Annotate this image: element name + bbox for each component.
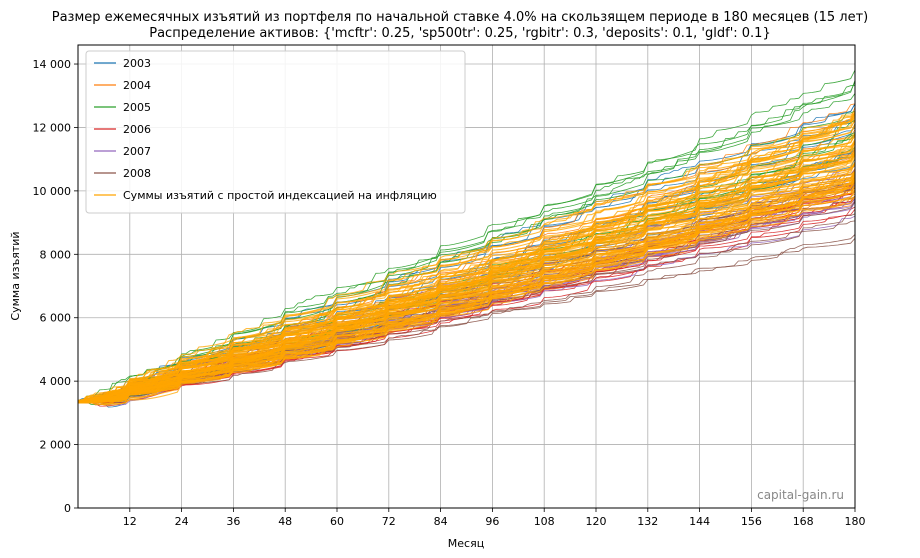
y-tick-label: 6 000 (40, 312, 72, 325)
series-line (78, 155, 855, 402)
legend: 2003 2004 2005 2006 2007 2008 Суммы изъятий с … (85, 50, 466, 214)
series-line (78, 84, 855, 403)
x-tick-label: 168 (793, 515, 814, 528)
x-tick-label: 72 (382, 515, 396, 528)
x-tick-label: 156 (741, 515, 762, 528)
series-line (78, 110, 855, 403)
series-line (78, 134, 855, 402)
series-line (78, 112, 855, 404)
series-line (78, 178, 855, 404)
legend-entry: 2008 (123, 167, 151, 180)
y-tick-label: 14 000 (33, 58, 72, 71)
series-line (78, 163, 855, 403)
x-tick-label: 24 (175, 515, 189, 528)
x-tick-label: 144 (689, 515, 710, 528)
series-line (78, 162, 855, 402)
x-tick-label: 36 (226, 515, 240, 528)
x-axis-label: Месяц (448, 537, 484, 550)
chart-title: Размер ежемесячных изъятий из портфеля п… (52, 10, 869, 25)
x-tick-label: 180 (845, 515, 866, 528)
x-tick-label: 108 (534, 515, 555, 528)
legend-entry: 2003 (123, 57, 151, 70)
series-line (78, 138, 855, 403)
series-line (78, 150, 855, 402)
series-line (78, 112, 855, 402)
y-tick-label: 8 000 (40, 248, 72, 261)
series-line (78, 117, 855, 403)
series-line (78, 179, 855, 404)
y-tick-label: 2 000 (40, 439, 72, 452)
y-tick-label: 12 000 (33, 121, 72, 134)
series-line (78, 134, 855, 402)
series-line (78, 114, 855, 403)
legend-entry: 2004 (123, 79, 151, 92)
x-tick-label: 84 (434, 515, 448, 528)
series-line (78, 185, 855, 403)
legend-entry: 2007 (123, 145, 151, 158)
series-line (78, 153, 855, 402)
watermark: capital-gain.ru (757, 488, 844, 502)
series-line (78, 115, 855, 404)
x-tick-label: 96 (485, 515, 499, 528)
y-ticks: 0 2 000 4 000 6 000 8 000 10 000 12 000 14 000 (33, 58, 78, 515)
legend-entry: Суммы изъятий с простой индексацией на и… (123, 189, 437, 202)
series-line (78, 93, 855, 402)
x-tick-label: 132 (637, 515, 658, 528)
plot-frame (77, 44, 856, 509)
y-tick-label: 10 000 (33, 185, 72, 198)
x-tick-label: 12 (123, 515, 137, 528)
y-tick-label: 0 (64, 502, 71, 515)
legend-entry: 2005 (123, 101, 151, 114)
x-tick-label: 120 (586, 515, 607, 528)
x-tick-label: 60 (330, 515, 344, 528)
chart-subtitle: Распределение активов: {'mcftr': 0.25, '… (149, 26, 770, 41)
y-tick-label: 4 000 (40, 375, 72, 388)
series-line (78, 213, 855, 404)
series-group (78, 69, 855, 408)
series-line (78, 174, 855, 403)
legend-entry: 2006 (123, 123, 151, 136)
series-line (78, 153, 855, 406)
y-axis-label: Сумма изъятий (9, 231, 22, 320)
legend-box (85, 50, 466, 214)
x-tick-label: 48 (278, 515, 292, 528)
series-7 (78, 110, 855, 406)
x-ticks: 12 24 36 48 60 72 84 96 108 120 132 144 156 168 180 (123, 508, 866, 528)
